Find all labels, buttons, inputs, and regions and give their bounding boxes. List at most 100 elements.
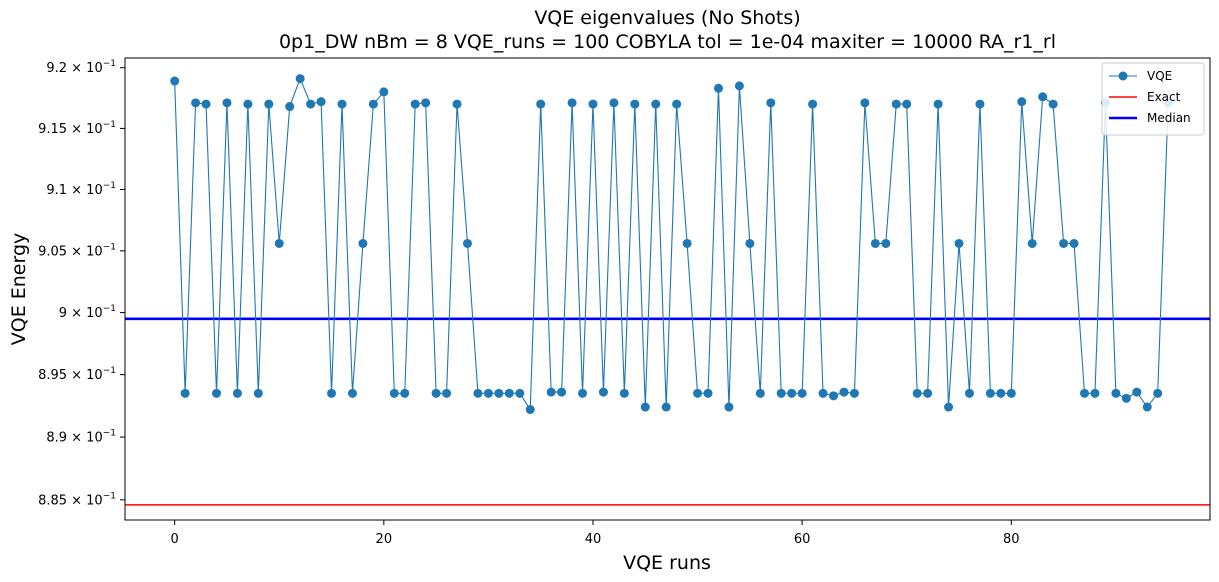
vqe-point (400, 388, 410, 398)
vqe-point (253, 388, 263, 398)
vqe-point (734, 81, 744, 91)
y-tick-label: 9.2 × 10−1 (46, 59, 116, 76)
vqe-point (839, 387, 849, 397)
vqe-point (452, 99, 462, 109)
vqe-point (232, 388, 242, 398)
vqe-point (902, 99, 912, 109)
vqe-point (640, 402, 650, 412)
vqe-point (985, 388, 995, 398)
vqe-point (996, 388, 1006, 398)
vqe-point (682, 238, 692, 248)
vqe-point (368, 99, 378, 109)
vqe-point (651, 99, 661, 109)
legend-label: VQE (1147, 69, 1172, 83)
x-tick-label: 20 (376, 532, 393, 547)
vqe-point (494, 388, 504, 398)
x-tick-label: 0 (171, 532, 179, 547)
vqe-point (295, 74, 305, 84)
vqe-point (609, 98, 619, 108)
vqe-point (766, 98, 776, 108)
legend: VQE Exact Median (1101, 62, 1205, 136)
vqe-point (316, 97, 326, 107)
vqe-point (619, 388, 629, 398)
vqe-point (724, 402, 734, 412)
vqe-point (808, 99, 818, 109)
vqe-point (870, 238, 880, 248)
x-axis-label: VQE runs (623, 552, 711, 574)
vqe-point (1090, 388, 1100, 398)
vqe-point (358, 238, 368, 248)
vqe-point (713, 83, 723, 93)
vqe-point (829, 391, 839, 401)
vqe-point (389, 388, 399, 398)
vqe-point (860, 98, 870, 108)
vqe-point (567, 98, 577, 108)
vqe-point (504, 388, 514, 398)
vqe-point (243, 99, 253, 109)
plot-area (125, 58, 1210, 520)
vqe-point (703, 388, 713, 398)
vqe-point (1080, 388, 1090, 398)
y-axis-label: VQE Energy (8, 233, 30, 346)
vqe-point (180, 388, 190, 398)
vqe-point (536, 99, 546, 109)
vqe-point (578, 388, 588, 398)
y-tick-label: 9 × 10−1 (59, 304, 116, 321)
vqe-point (630, 99, 640, 109)
vqe-point (944, 402, 954, 412)
vqe-point (1153, 388, 1163, 398)
vqe-point (588, 99, 598, 109)
vqe-point (1069, 238, 1079, 248)
vqe-point (693, 388, 703, 398)
vqe-point (212, 388, 222, 398)
vqe-point (1027, 238, 1037, 248)
y-tick-label: 8.85 × 10−1 (38, 491, 116, 508)
vqe-point (1142, 402, 1152, 412)
vqe-point (285, 102, 295, 112)
vqe-point (1006, 388, 1016, 398)
vqe-point (191, 98, 201, 108)
vqe-point (515, 388, 525, 398)
x-tick-label: 60 (794, 532, 811, 547)
vqe-point (975, 99, 985, 109)
plot-frame (124, 57, 1211, 521)
vqe-point (462, 238, 472, 248)
vqe-point (379, 87, 389, 97)
vqe-point (1048, 99, 1058, 109)
vqe-point (170, 76, 180, 86)
vqe-point (306, 99, 316, 109)
vqe-point (201, 99, 211, 109)
y-tick-label: 9.1 × 10−1 (46, 181, 116, 198)
vqe-point (923, 388, 933, 398)
legend-label: Median (1147, 111, 1191, 125)
vqe-point (274, 238, 284, 248)
vqe-point (546, 387, 556, 397)
vqe-point (787, 388, 797, 398)
chart-title: VQE eigenvalues (No Shots) (534, 7, 801, 29)
vqe-point (1059, 238, 1069, 248)
x-tick-label: 40 (585, 532, 602, 547)
vqe-point (337, 99, 347, 109)
y-tick-label: 9.15 × 10−1 (38, 120, 116, 137)
vqe-point (776, 388, 786, 398)
vqe-point (347, 388, 357, 398)
y-tick-label: 9.05 × 10−1 (38, 242, 116, 259)
y-tick-label: 8.9 × 10−1 (46, 429, 116, 446)
vqe-point (891, 99, 901, 109)
vqe-point (442, 388, 452, 398)
vqe-point (661, 402, 671, 412)
vqe-point (421, 98, 431, 108)
vqe-point (745, 238, 755, 248)
vqe-point (755, 388, 765, 398)
vqe-point (672, 99, 682, 109)
chart-subtitle: 0p1_DW nBm = 8 VQE_runs = 100 COBYLA tol… (278, 31, 1057, 53)
vqe-point (598, 387, 608, 397)
vqe-point (1111, 388, 1121, 398)
vqe-point (849, 388, 859, 398)
vqe-point (964, 388, 974, 398)
vqe-point (1132, 387, 1142, 397)
y-tick-label: 8.95 × 10−1 (38, 366, 116, 383)
vqe-point (431, 388, 441, 398)
vqe-point (557, 387, 567, 397)
